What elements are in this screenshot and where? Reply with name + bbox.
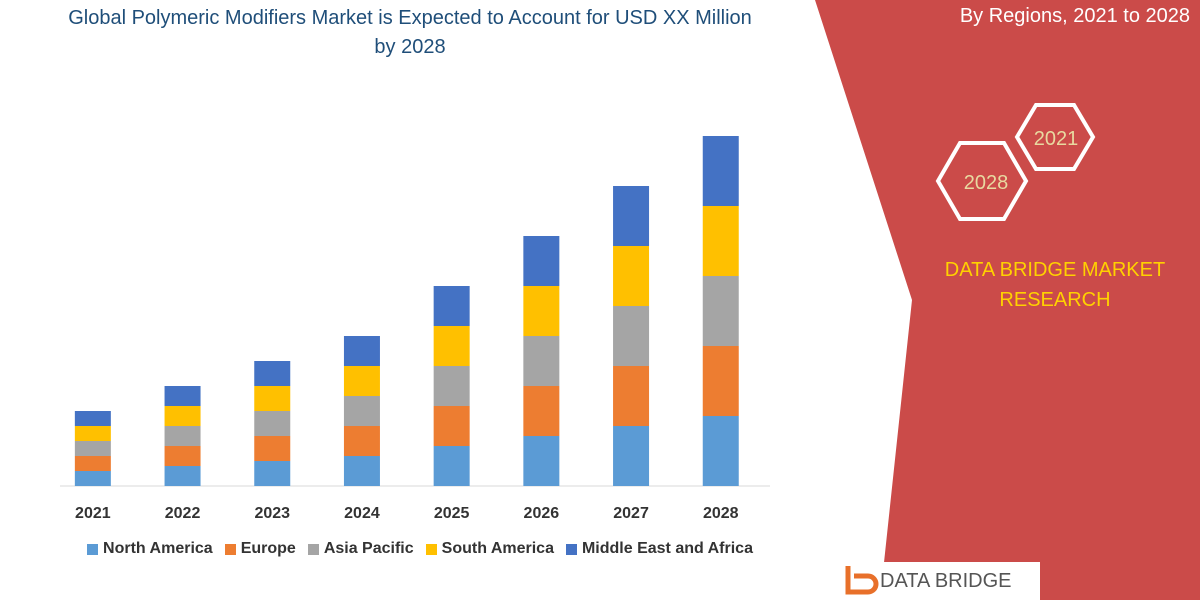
bar-segment bbox=[74, 426, 111, 441]
legend-swatch bbox=[224, 543, 236, 555]
x-tick-label: 2027 bbox=[613, 505, 649, 522]
subtitle: By Regions, 2021 to 2028 bbox=[959, 5, 1190, 27]
legend: North America Europe Asia Pacific South Ame… bbox=[40, 540, 800, 558]
hex-label: 2028 bbox=[964, 172, 1009, 194]
bar-segment bbox=[254, 411, 291, 436]
bar-segment bbox=[343, 426, 380, 456]
bar-segment bbox=[702, 416, 739, 486]
legend-item: North America bbox=[87, 540, 213, 558]
bar-segment bbox=[702, 206, 739, 276]
hexagon bbox=[935, 141, 1029, 221]
bar-segment bbox=[74, 441, 111, 456]
bar-segment bbox=[343, 366, 380, 396]
legend-swatch bbox=[307, 543, 319, 555]
bar-segment bbox=[702, 136, 739, 206]
legend-label: Asia Pacific bbox=[323, 540, 414, 557]
bar-segment bbox=[433, 366, 470, 406]
bar-segment bbox=[254, 461, 291, 486]
bar-segment bbox=[433, 326, 470, 366]
logo-mark bbox=[845, 566, 879, 595]
bar-segment bbox=[254, 361, 291, 386]
x-tick-label: 2025 bbox=[434, 505, 470, 522]
legend-swatch bbox=[565, 543, 577, 555]
hexagon bbox=[1014, 103, 1096, 171]
legend-label: Europe bbox=[240, 540, 296, 557]
hex-label: 2021 bbox=[1034, 128, 1079, 150]
bar-segment bbox=[164, 386, 201, 406]
bar-segment bbox=[523, 386, 560, 436]
side-panel bbox=[815, 0, 1200, 600]
bar-segment bbox=[74, 456, 111, 471]
bar-segment bbox=[164, 446, 201, 466]
bar-segment bbox=[433, 406, 470, 446]
bar-segment bbox=[164, 426, 201, 446]
logo-text: DATA BRIDGE bbox=[880, 570, 1012, 592]
bar-segment bbox=[343, 456, 380, 486]
bar-segment bbox=[523, 236, 560, 286]
bar-segment bbox=[523, 336, 560, 386]
legend-item: Middle East and Africa bbox=[565, 540, 753, 558]
bar-segment bbox=[613, 426, 650, 486]
bar-segment bbox=[254, 436, 291, 461]
bar-segment bbox=[702, 346, 739, 416]
bar-segment bbox=[613, 306, 650, 366]
legend-item: Europe bbox=[224, 540, 296, 558]
bar-segment bbox=[74, 471, 111, 486]
bar-segment bbox=[613, 366, 650, 426]
bar-segment bbox=[523, 436, 560, 486]
bar-segment bbox=[433, 446, 470, 486]
bar-segment bbox=[613, 186, 650, 246]
legend-label: South America bbox=[441, 540, 554, 557]
bar-segment bbox=[74, 411, 111, 426]
bar-segment bbox=[613, 246, 650, 306]
x-tick-label: 2024 bbox=[344, 505, 380, 522]
bar-segment bbox=[702, 276, 739, 346]
bar-segment bbox=[164, 406, 201, 426]
bar-segment bbox=[254, 386, 291, 411]
legend-label: Middle East and Africa bbox=[581, 540, 753, 557]
x-tick-label: 2021 bbox=[75, 505, 111, 522]
bar-segment bbox=[343, 396, 380, 426]
bar-segment bbox=[433, 286, 470, 326]
x-tick-label: 2022 bbox=[165, 505, 201, 522]
legend-item: Asia Pacific bbox=[307, 540, 414, 558]
legend-item: South America bbox=[425, 540, 554, 558]
x-tick-label: 2028 bbox=[703, 505, 739, 522]
bar-segment bbox=[164, 466, 201, 486]
x-tick-label: 2026 bbox=[524, 505, 560, 522]
legend-swatch bbox=[425, 543, 437, 555]
legend-swatch bbox=[87, 543, 99, 555]
x-tick-label: 2023 bbox=[254, 505, 290, 522]
chart-title: Global Polymeric Modifiers Market is Exp… bbox=[68, 7, 752, 58]
brand-text: DATA BRIDGE MARKET RESEARCH bbox=[944, 259, 1166, 311]
legend-label: North America bbox=[103, 540, 213, 557]
bar-segment bbox=[343, 336, 380, 366]
bar-segment bbox=[523, 286, 560, 336]
